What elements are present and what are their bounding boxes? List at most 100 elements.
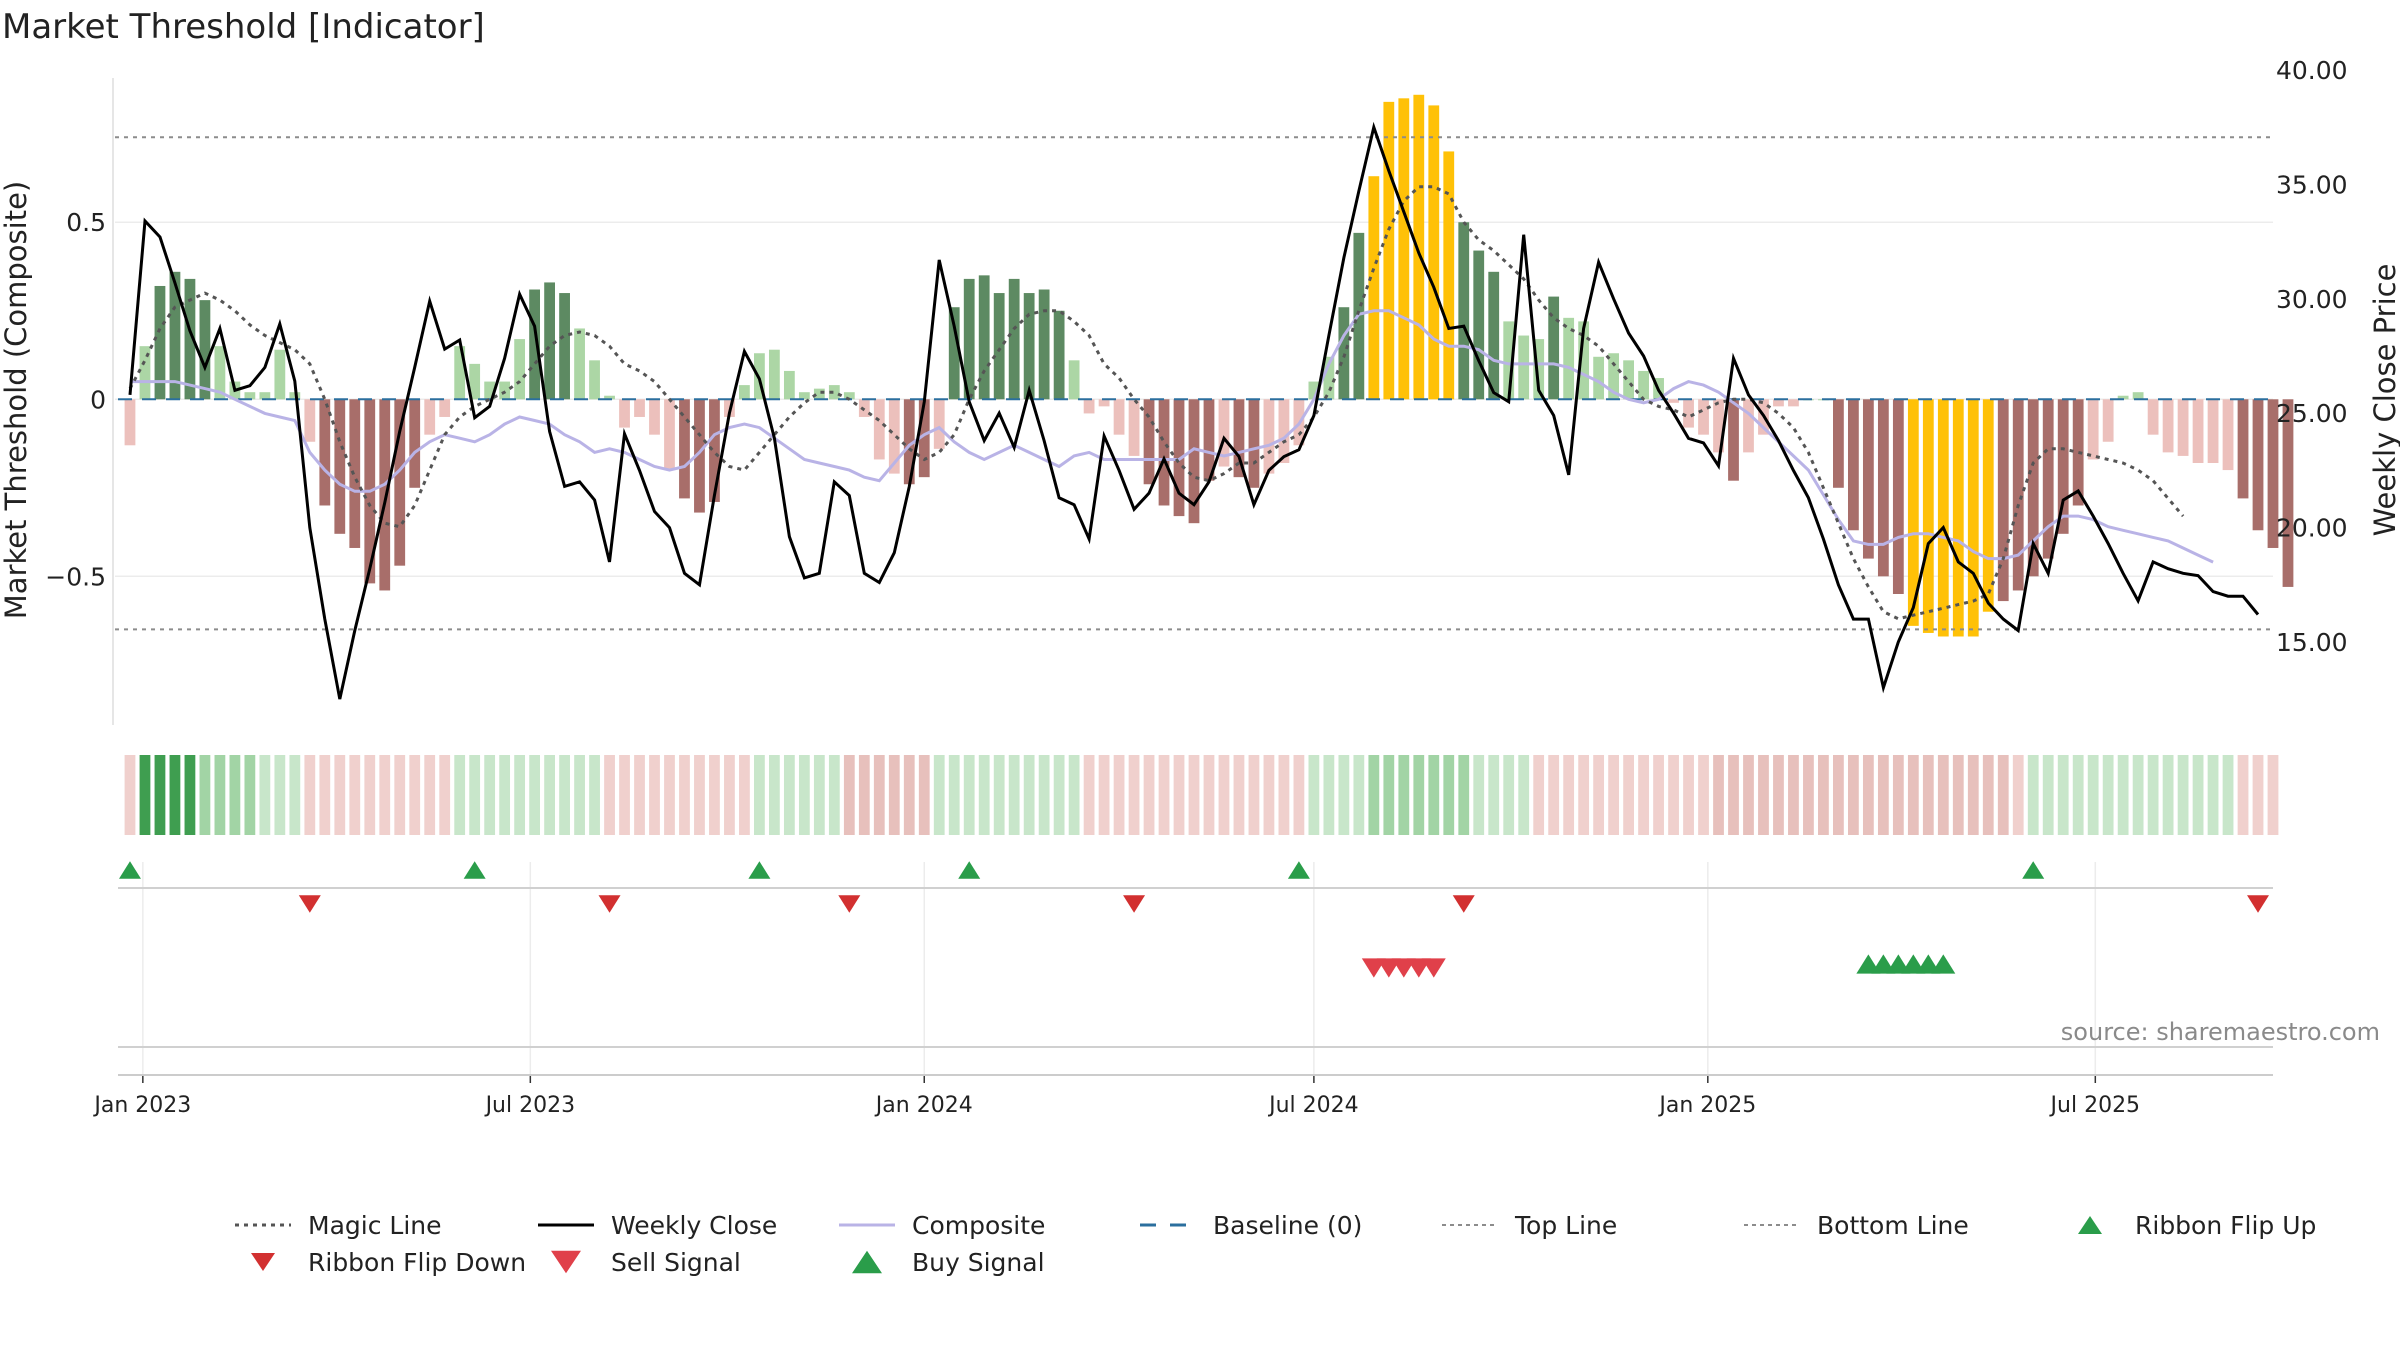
ribbon-bar (1758, 755, 1769, 835)
ribbon-bar (948, 755, 960, 835)
histogram-bar (1982, 399, 1994, 612)
ribbon-bar (1428, 755, 1440, 835)
ribbon-bar (2042, 755, 2054, 835)
ribbon-bar (1713, 755, 1724, 835)
histogram-bar (1233, 399, 1245, 478)
ribbon-bar (649, 755, 660, 835)
ribbon-bar (2072, 755, 2084, 835)
ribbon-bar (2102, 755, 2114, 835)
ribbon-bar (394, 755, 406, 835)
histogram-bar (304, 399, 316, 442)
ribbon-bar (739, 755, 750, 835)
ribbon-bar (1308, 755, 1320, 835)
histogram-bar (2192, 399, 2204, 463)
histogram-bar (1907, 399, 1919, 626)
ribbon-bar (1877, 755, 1889, 835)
ribbon-bar (199, 755, 211, 835)
histogram-bar (933, 399, 945, 449)
histogram-bar (124, 399, 136, 446)
ribbon-bar (559, 755, 570, 835)
histogram-bar (499, 381, 511, 400)
histogram-bar (379, 399, 391, 591)
ribbon-bar (409, 755, 421, 835)
histogram-bar (409, 399, 421, 488)
histogram-bar (469, 363, 481, 400)
histogram-bar (1503, 321, 1515, 400)
ribbon-bar (529, 755, 541, 835)
ribbon-bar (709, 755, 720, 835)
legend-item: Magic Line (235, 1211, 442, 1240)
ribbon-bar (1188, 755, 1200, 835)
ribbon-bar (2177, 755, 2189, 835)
legend-item: Buy Signal (852, 1248, 1045, 1277)
ribbon-bar (124, 755, 136, 835)
legend-item: Ribbon Flip Down (251, 1248, 526, 1277)
ribbon-bar (1788, 755, 1799, 835)
x-tick-label: Jul 2025 (2049, 1093, 2141, 1118)
histogram-bar (559, 293, 570, 400)
histogram-bar (1638, 370, 1649, 400)
axes-layer: 0.5 0 −0.5 40.00 35.00 30.00 25.00 20.00 15.00 Ja… (45, 56, 2347, 1118)
ribbon-bar (214, 755, 226, 835)
legend-item: Bottom Line (1744, 1211, 1969, 1240)
ribbon-bar (1173, 755, 1185, 835)
ribbon-bar (1518, 755, 1530, 835)
histogram-bar (1862, 399, 1874, 559)
histogram-bar (1593, 356, 1605, 400)
ribbon-bar (1143, 755, 1155, 835)
ribbon-bar (544, 755, 555, 835)
ribbon-bar (1008, 755, 1020, 835)
ribbon-flip-up-marker (748, 861, 771, 879)
histogram-bar (634, 399, 645, 417)
histogram-bar (514, 339, 526, 400)
y-tick-left: −0.5 (45, 562, 106, 591)
ribbon-bar (918, 755, 930, 835)
ribbon-bar (1158, 755, 1170, 835)
ribbon-bar (2267, 755, 2279, 835)
histogram-bar (154, 285, 166, 400)
histogram-bar (1533, 339, 1545, 400)
ribbon-bar (1892, 755, 1904, 835)
ribbon-bar (1728, 755, 1739, 835)
histogram-bar (1967, 399, 1979, 637)
ribbon-bar (978, 755, 990, 835)
ribbon-flip-up-marker (118, 861, 141, 879)
histogram-bar (169, 271, 181, 400)
ribbon-bar (379, 755, 391, 835)
histogram-bar (1038, 289, 1050, 400)
ribbon-bar (828, 755, 840, 835)
histogram-bar (1188, 399, 1200, 524)
histogram-bar (1997, 399, 2009, 602)
histogram-bar (1952, 399, 1964, 637)
ribbon-bar (1952, 755, 1964, 835)
legend-item: Top Line (1442, 1211, 1617, 1240)
ribbon-bar (454, 755, 466, 835)
histogram-bar (768, 349, 780, 400)
ribbon-bar (843, 755, 855, 835)
y-axis-label-left: Market Threshold (Composite) (0, 181, 33, 619)
ribbon-bar (229, 755, 241, 835)
ribbon-bar (289, 755, 301, 835)
histogram-bar (1053, 310, 1065, 400)
x-tick-label: Jan 2025 (1657, 1093, 1756, 1118)
legend-label: Weekly Close (611, 1211, 777, 1240)
ribbon-bar (664, 755, 675, 835)
lines-layer (115, 121, 2273, 700)
ribbon-bar (1488, 755, 1500, 835)
histogram-bar (1338, 307, 1350, 400)
histogram-bar (798, 392, 810, 400)
histogram-bar (1683, 399, 1694, 428)
ribbon-bar (349, 755, 361, 835)
ribbon-flip-down-marker (1123, 895, 1146, 913)
ribbon-bar (2192, 755, 2204, 835)
ribbon-bar (439, 755, 451, 835)
histogram-bar (544, 282, 555, 400)
histogram-bar (948, 307, 960, 400)
legend-symbol (2078, 1216, 2102, 1234)
histogram-bar (2072, 399, 2084, 506)
ribbon-bar (2117, 755, 2129, 835)
histogram-bar (2117, 395, 2129, 400)
ribbon-bar (1638, 755, 1649, 835)
ribbon-bar (1038, 755, 1050, 835)
ribbon-bar (334, 755, 346, 835)
